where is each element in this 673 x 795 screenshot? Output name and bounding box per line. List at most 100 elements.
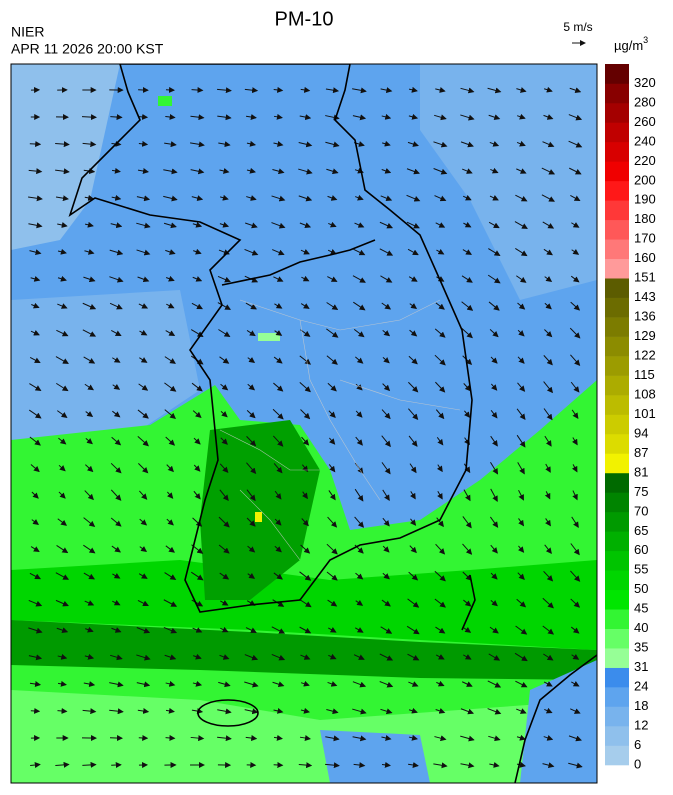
wind-arrow xyxy=(82,761,97,768)
field-hotspot xyxy=(158,96,172,106)
wind-arrow xyxy=(271,653,286,661)
wind-arrow xyxy=(490,488,498,502)
wind-arrow xyxy=(489,516,499,528)
wind-arrow xyxy=(380,87,393,94)
wind-arrow xyxy=(487,680,502,688)
wind-arrow xyxy=(353,248,366,256)
unit-superscript: 3 xyxy=(643,35,648,45)
wind-arrow xyxy=(380,626,393,634)
wind-arrow xyxy=(246,462,257,475)
wind-arrow xyxy=(544,544,552,554)
colorbar-label: 136 xyxy=(634,309,656,324)
colorbar-label: 18 xyxy=(634,698,648,713)
wind-arrow xyxy=(434,598,446,608)
wind-arrow xyxy=(191,599,204,607)
wind-arrow xyxy=(136,195,151,202)
wind-arrow xyxy=(218,329,231,338)
wind-arrow xyxy=(570,598,581,608)
colorbar-label: 94 xyxy=(634,425,648,440)
colorbar-box xyxy=(605,628,629,649)
wind-arrow xyxy=(327,382,337,392)
wind-arrow xyxy=(408,571,419,581)
wind-arrow xyxy=(408,276,418,282)
wind-arrow xyxy=(219,463,229,473)
colorbar-label: 40 xyxy=(634,620,648,635)
wind-arrow xyxy=(543,381,554,394)
wind-arrow xyxy=(273,276,284,282)
wind-arrow xyxy=(112,383,121,390)
wind-arrow xyxy=(220,410,228,418)
wind-arrow xyxy=(516,598,527,608)
wind-arrow xyxy=(435,381,446,393)
wind-arrow xyxy=(463,599,472,607)
wind-arrow xyxy=(380,708,393,715)
field-blue xyxy=(320,730,430,783)
wind-arrow xyxy=(109,302,123,310)
wind-arrow xyxy=(543,408,553,421)
wind-arrow xyxy=(301,518,309,527)
wind-arrow xyxy=(381,302,392,310)
wind-arrow xyxy=(112,599,121,606)
wind-arrow xyxy=(28,599,43,607)
wind-arrow xyxy=(490,572,498,580)
wind-arrow xyxy=(517,329,525,337)
wind-arrow xyxy=(516,87,527,93)
wind-arrow xyxy=(274,545,282,553)
wind-arrow xyxy=(382,383,391,392)
wind-arrow xyxy=(433,141,448,148)
wind-arrow xyxy=(110,114,123,121)
wind-arrow xyxy=(463,463,471,474)
wind-arrow xyxy=(379,653,394,661)
wind-arrow xyxy=(382,489,390,501)
wind-arrow xyxy=(382,572,390,580)
wind-arrow xyxy=(544,491,551,500)
field-green xyxy=(11,560,597,650)
wind-arrow xyxy=(355,383,363,391)
wind-arrow xyxy=(302,491,308,500)
colorbar-label: 280 xyxy=(634,94,656,109)
wind-arrow xyxy=(325,141,340,148)
wind-arrow xyxy=(328,627,337,633)
wind-arrow xyxy=(139,357,148,363)
wind-arrow xyxy=(353,328,365,338)
wind-arrow xyxy=(273,356,283,364)
wind-arrow xyxy=(570,543,580,556)
colorbar-label: 220 xyxy=(634,153,656,168)
colorbar-label: 65 xyxy=(634,523,648,538)
wind-arrow xyxy=(406,625,420,635)
wind-arrow xyxy=(217,87,232,94)
wind-arrow xyxy=(28,195,43,202)
colorbar-box xyxy=(605,317,629,337)
colorbar-box xyxy=(605,395,629,415)
wind-arrow xyxy=(487,274,501,284)
wind-arrow xyxy=(490,410,498,419)
wind-arrow xyxy=(190,114,205,121)
wind-arrow xyxy=(55,356,69,364)
wind-arrow xyxy=(111,436,122,446)
wind-arrow xyxy=(326,708,339,715)
wind-arrow xyxy=(544,276,553,282)
wind-arrow xyxy=(246,489,256,502)
wind-arrow xyxy=(409,302,418,309)
wind-arrow xyxy=(488,114,501,121)
wind-arrow xyxy=(569,87,582,94)
wind-arrow xyxy=(463,221,472,228)
wind-arrow xyxy=(244,654,259,661)
wind-arrow xyxy=(516,708,527,714)
colorbar-box xyxy=(605,687,629,707)
wind-arrow xyxy=(138,113,149,120)
wind-arrow xyxy=(326,168,339,175)
field-green-dark xyxy=(11,620,597,680)
wind-arrow xyxy=(568,762,583,769)
wind-arrow xyxy=(515,625,528,635)
wind-arrow xyxy=(55,572,70,580)
wind-arrow xyxy=(57,275,67,282)
colorbar-box xyxy=(605,648,629,668)
wind-arrow xyxy=(82,708,97,715)
wind-arrow xyxy=(164,409,177,419)
wind-arrow xyxy=(299,222,312,228)
wind-arrows xyxy=(28,86,583,769)
wind-arrow xyxy=(382,517,390,527)
wind-arrow xyxy=(85,411,94,418)
colorbar-box xyxy=(605,511,629,532)
